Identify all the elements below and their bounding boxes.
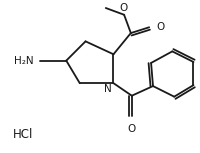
Text: N: N <box>104 84 112 94</box>
Text: O: O <box>119 3 127 13</box>
Text: H₂N: H₂N <box>14 56 33 66</box>
Text: O: O <box>156 22 165 32</box>
Text: O: O <box>128 124 136 134</box>
Text: HCl: HCl <box>13 128 34 141</box>
